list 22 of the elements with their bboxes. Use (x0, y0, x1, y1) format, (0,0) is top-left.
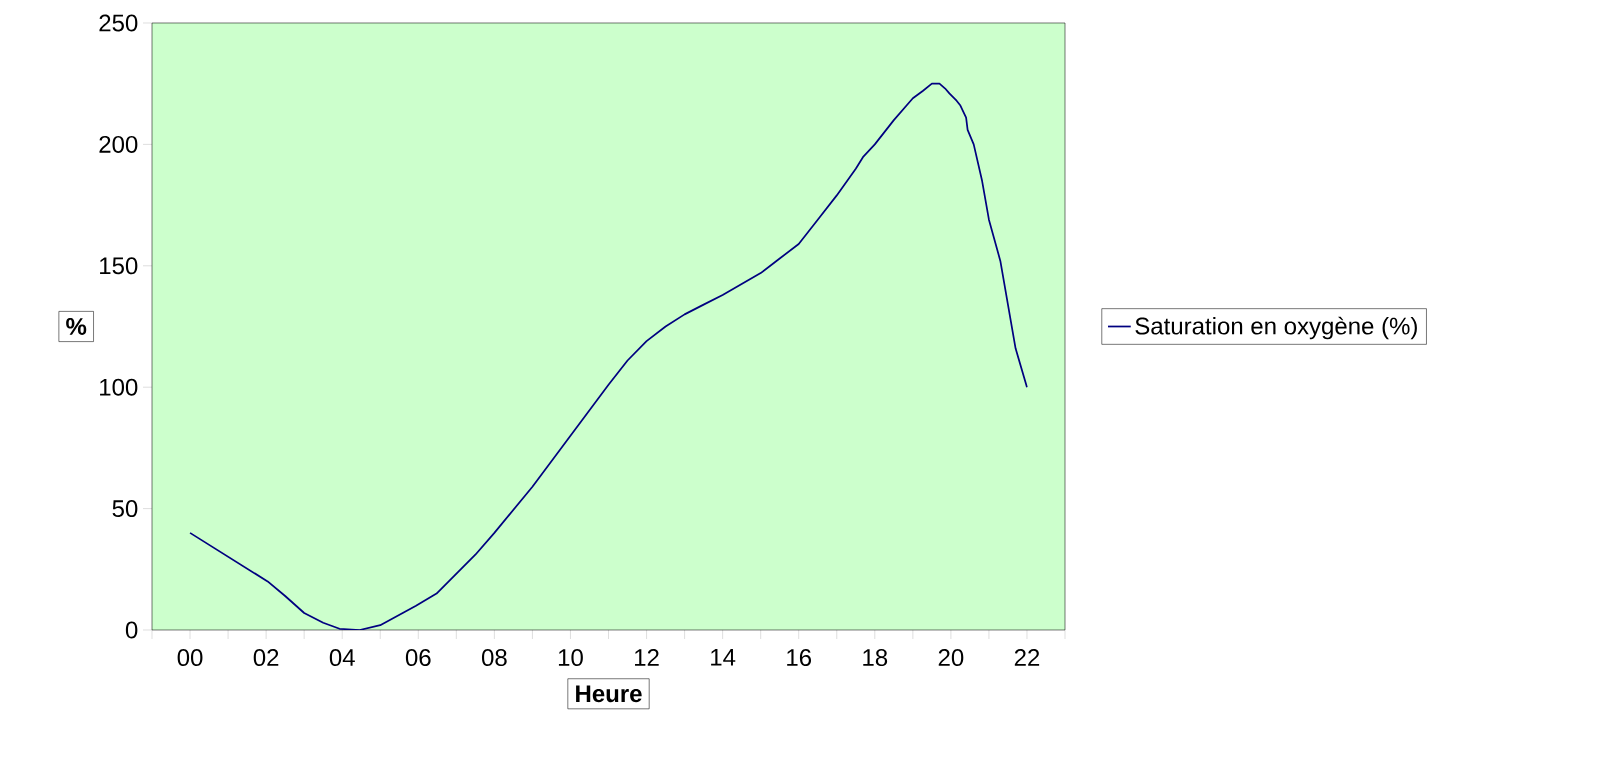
x-tick-label: 02 (253, 649, 279, 667)
y-tick-label: 200 (99, 135, 138, 153)
x-tick-label: 10 (558, 649, 583, 667)
y-tick-label: 0 (125, 621, 138, 639)
y-tick-label: 150 (100, 257, 138, 275)
x-tick-label: 08 (481, 649, 507, 667)
x-tick-label: 06 (405, 649, 431, 667)
legend-label: Saturation en oxygène (%) (1135, 316, 1417, 340)
x-tick-label: 18 (863, 649, 888, 667)
x-axis-title: Heure (576, 685, 642, 703)
x-tick-label: 04 (329, 649, 355, 667)
y-axis-title: % (66, 318, 87, 335)
line-series (189, 82, 1028, 630)
x-tick-label: 00 (177, 649, 203, 667)
y-tick-label: 100 (100, 378, 138, 396)
x-tick-label: 22 (1014, 649, 1040, 666)
x-tick-label: 16 (787, 649, 812, 667)
x-tick-label: 12 (635, 649, 659, 666)
y-tick-label: 50 (112, 500, 138, 518)
x-tick-label: 20 (938, 649, 964, 667)
x-tick-label: 14 (711, 649, 736, 666)
y-tick-label: 250 (99, 14, 138, 32)
